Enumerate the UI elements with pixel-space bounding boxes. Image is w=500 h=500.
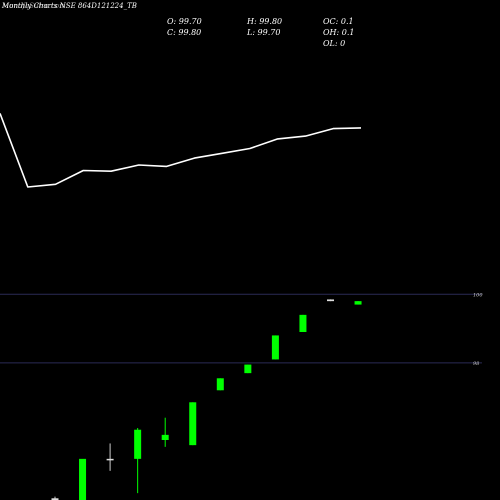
candle-body bbox=[271, 335, 279, 360]
price-line-series bbox=[0, 113, 362, 188]
candle-body bbox=[51, 498, 59, 500]
candle-body bbox=[299, 314, 307, 332]
ohlc-open: O: 99.70 bbox=[167, 17, 202, 26]
chart-title: Monthly Charts NSE 864D121224_TB bbox=[1, 2, 137, 10]
candle-body bbox=[244, 364, 252, 374]
ohlc-change-oc: OC: 0.1 bbox=[323, 17, 354, 26]
ohlc-low: L: 99.70 bbox=[246, 28, 280, 37]
candle-body bbox=[327, 299, 334, 302]
candle-body bbox=[354, 301, 362, 305]
candle-body bbox=[161, 434, 169, 440]
ohlc-change-ol: OL: 0 bbox=[323, 39, 345, 48]
candle-body bbox=[189, 402, 197, 446]
ohlc-high: H: 99.80 bbox=[246, 17, 282, 26]
watermark-text: MunafaSutra.com bbox=[1, 2, 66, 10]
candle-body bbox=[106, 458, 114, 461]
price-line-panel bbox=[0, 113, 362, 188]
candle-panel: 100 98 bbox=[0, 292, 483, 500]
ohlc-change-oh: OH: 0.1 bbox=[323, 28, 355, 37]
y-tick-label: 98 bbox=[473, 361, 479, 367]
candle-body bbox=[134, 429, 142, 459]
y-tick-label: 100 bbox=[473, 292, 483, 298]
candle-body bbox=[79, 458, 87, 500]
ohlc-close: C: 99.80 bbox=[167, 28, 201, 37]
candle-body bbox=[216, 378, 224, 391]
